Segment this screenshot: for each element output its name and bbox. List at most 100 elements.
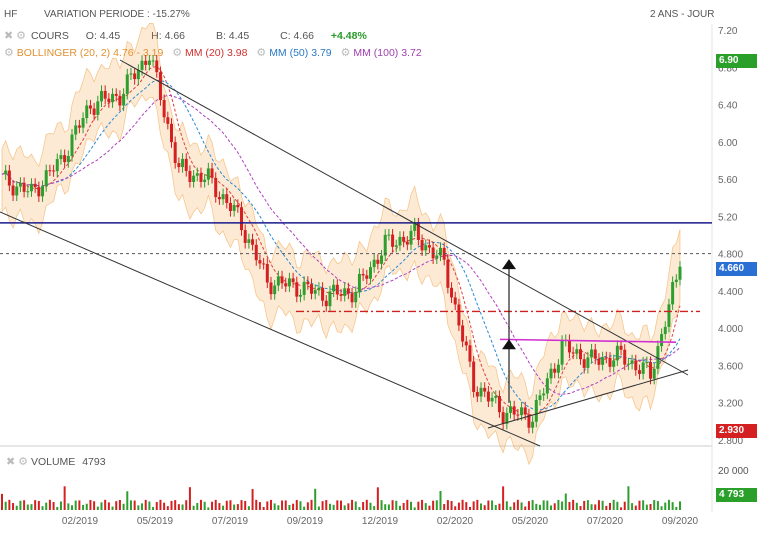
- volume-bar: [89, 499, 92, 510]
- indicator-legend-row: ⚙ BOLLINGER (20, 2) 4.76 - 3.19 ⚙ MM (20…: [4, 46, 422, 59]
- candle-body: [158, 72, 162, 101]
- candle-body: [11, 185, 15, 196]
- candle-body: [497, 396, 501, 413]
- volume-bar: [538, 504, 541, 510]
- candle-body: [660, 334, 664, 347]
- volume-bar: [675, 506, 678, 510]
- gear-icon[interactable]: ⚙: [16, 30, 27, 42]
- volume-bar: [78, 500, 81, 510]
- x-tick-label: 02/2019: [62, 516, 99, 527]
- candle-body: [66, 156, 70, 163]
- gear-icon[interactable]: ⚙: [256, 47, 267, 59]
- candle-body: [630, 360, 634, 364]
- candle-body: [545, 378, 549, 394]
- volume-bar: [71, 505, 74, 510]
- volume-bar: [457, 502, 460, 510]
- candle-body: [188, 170, 192, 182]
- candle-body: [612, 360, 616, 367]
- volume-bar: [255, 499, 258, 510]
- close-icon[interactable]: ✖: [4, 30, 14, 42]
- x-tick-label: 02/2020: [437, 516, 474, 527]
- volume-bar: [85, 503, 88, 510]
- candle-body: [520, 407, 524, 416]
- candle-body: [37, 187, 41, 197]
- candle-body: [372, 259, 376, 268]
- candle-body: [405, 241, 409, 245]
- volume-bar: [15, 505, 18, 510]
- candle-body: [538, 395, 542, 400]
- candle-body: [597, 358, 601, 365]
- volume-bar: [586, 500, 589, 510]
- volume-bar: [266, 501, 269, 510]
- volume-bar: [417, 501, 420, 510]
- volume-bar: [502, 486, 505, 510]
- volume-bar: [468, 506, 471, 510]
- volume-bar: [667, 499, 670, 510]
- volume-bar: [214, 499, 217, 510]
- candle-body: [652, 368, 656, 379]
- volume-bar: [645, 504, 648, 510]
- y-tick-label: 4.000: [718, 324, 743, 335]
- volume-bar: [546, 500, 549, 510]
- candle-body: [663, 326, 667, 335]
- candle-body: [232, 204, 236, 211]
- volume-bar: [45, 502, 48, 510]
- volume-bar: [487, 500, 490, 510]
- mm20-label: MM (20): [185, 47, 225, 59]
- period-variation: VARIATION PERIODE : -15.27%: [44, 9, 190, 20]
- candle-body: [438, 247, 442, 256]
- candle-body: [475, 391, 479, 397]
- gear-icon[interactable]: ⚙: [172, 47, 183, 59]
- gear-icon[interactable]: ⚙: [340, 47, 351, 59]
- volume-bar: [550, 505, 553, 510]
- candle-body: [63, 155, 67, 163]
- volume-bar: [336, 500, 339, 510]
- volume-bar: [579, 506, 582, 510]
- volume-bar: [137, 505, 140, 510]
- volume-bar: [480, 503, 483, 510]
- x-tick-label: 07/2019: [212, 516, 249, 527]
- high-value: H: 4.66: [151, 30, 186, 42]
- volume-bar: [233, 504, 236, 510]
- candle-body: [136, 69, 140, 80]
- candle-body: [472, 361, 476, 392]
- candle-body: [409, 230, 413, 245]
- candle-body: [483, 387, 487, 392]
- candle-body: [195, 173, 199, 176]
- volume-bar: [498, 503, 501, 510]
- volume-bar: [671, 502, 674, 510]
- gear-icon[interactable]: ⚙: [4, 47, 14, 59]
- volume-bar: [26, 504, 29, 510]
- candle-body: [523, 407, 527, 415]
- period-label[interactable]: 2 ANS - JOUR: [650, 9, 715, 20]
- y-tick-label: 6.00: [718, 138, 738, 149]
- volume-bar: [4, 501, 7, 510]
- x-tick-label: 09/2019: [287, 516, 324, 527]
- volume-bar: [82, 504, 85, 510]
- candle-body: [118, 95, 122, 106]
- candle-body: [604, 357, 608, 359]
- volume-bar: [491, 500, 494, 510]
- volume-bar: [369, 502, 372, 510]
- volume-bar: [597, 500, 600, 510]
- volume-bar: [104, 499, 107, 510]
- close-icon[interactable]: ✖: [6, 456, 16, 468]
- volume-bar: [56, 507, 59, 510]
- candle-body: [494, 396, 498, 398]
- volume-bar: [513, 502, 516, 510]
- candle-body: [228, 202, 232, 211]
- gear-icon[interactable]: ⚙: [18, 456, 29, 468]
- candle-body: [453, 297, 457, 305]
- candle-body: [556, 364, 560, 373]
- volume-bar: [494, 505, 497, 510]
- volume-bar: [328, 503, 331, 510]
- candle-body: [192, 175, 196, 182]
- price-badge-high: 6.90: [716, 54, 757, 68]
- mm20-value: 3.98: [227, 47, 248, 59]
- volume-bar: [166, 506, 169, 510]
- volume-bar: [207, 507, 210, 510]
- candle-body: [420, 240, 424, 251]
- volume-bar: [258, 502, 261, 510]
- candle-body: [582, 359, 586, 368]
